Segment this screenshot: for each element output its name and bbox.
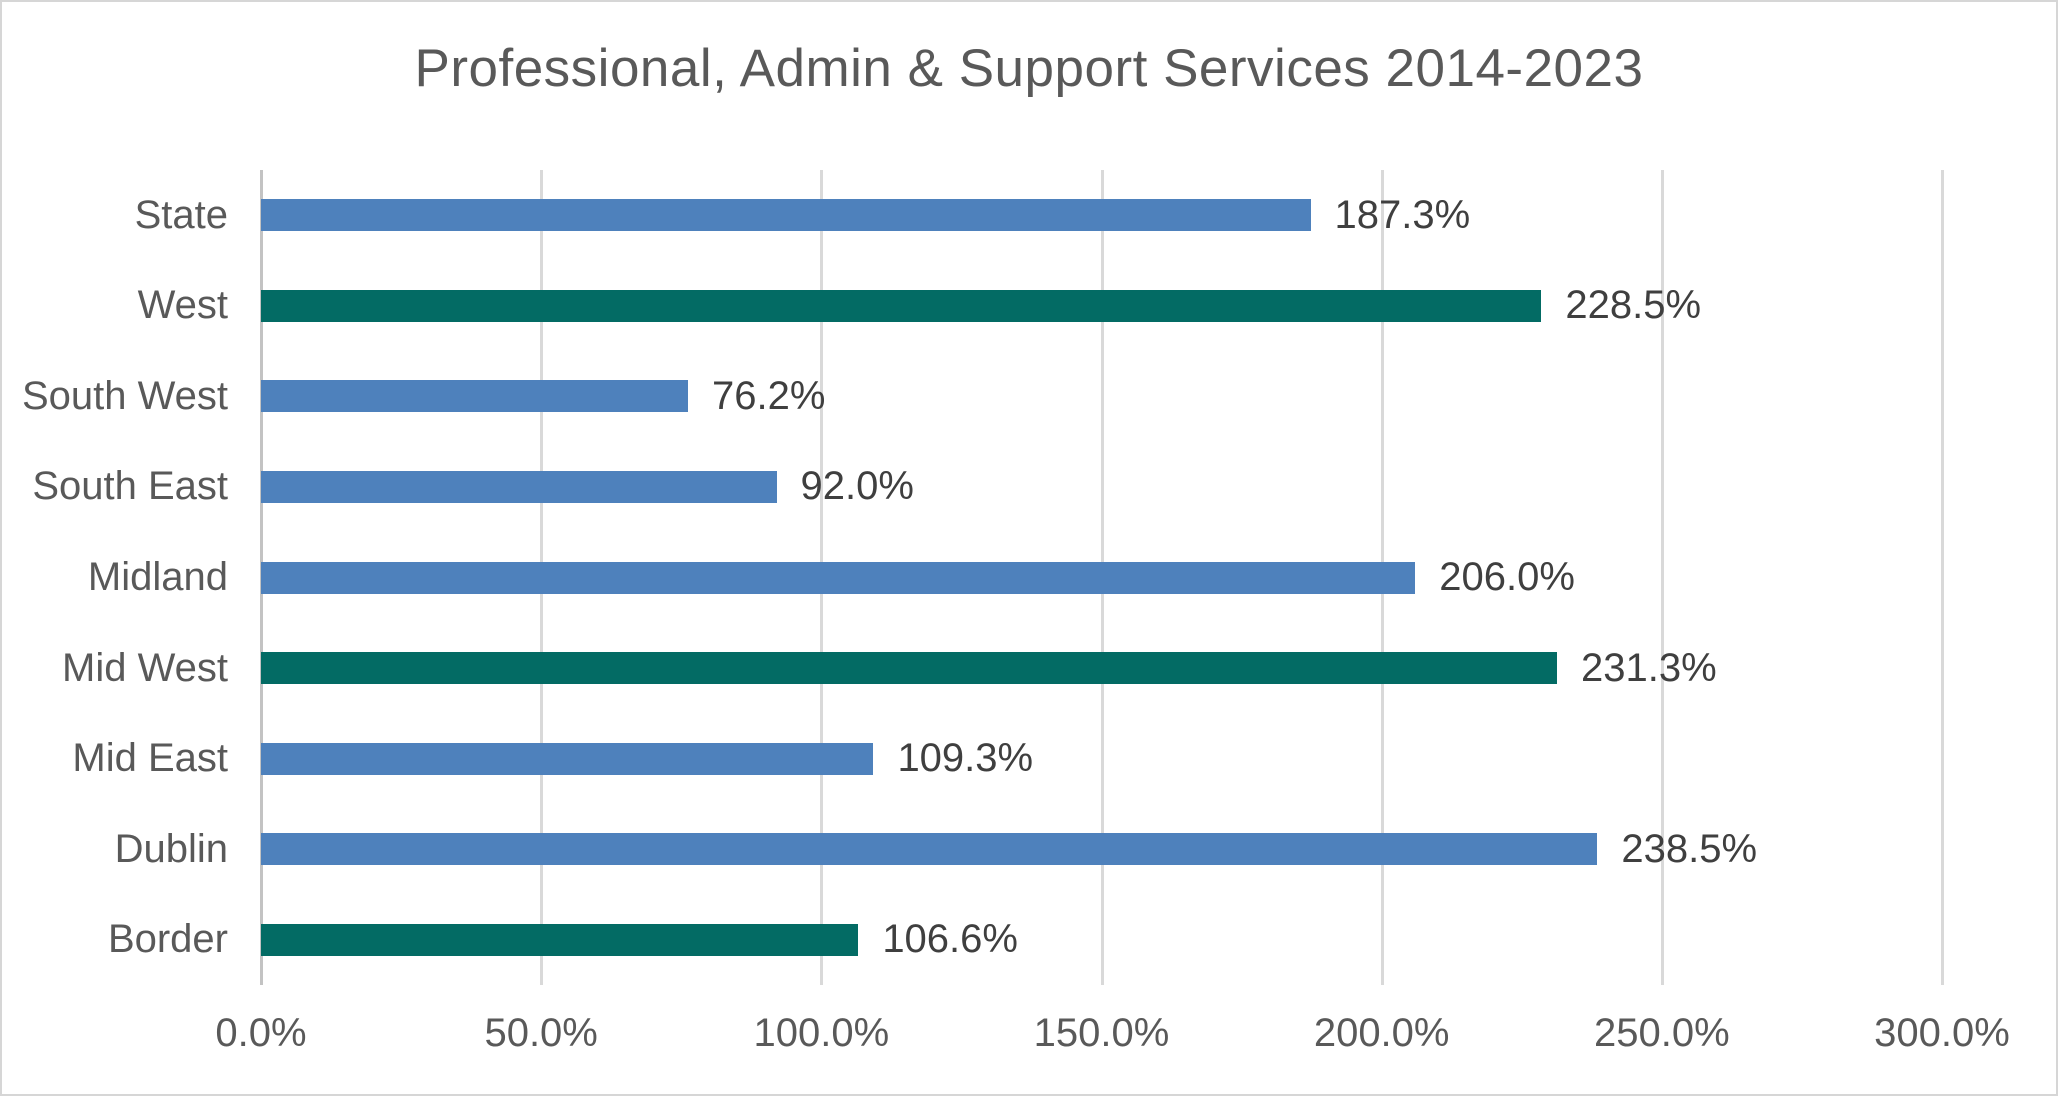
bar-row: 92.0% — [261, 442, 1942, 533]
bar-row: 206.0% — [261, 532, 1942, 623]
data-label: 228.5% — [1565, 283, 1702, 328]
bar — [261, 923, 859, 956]
category-label: South West — [21, 373, 228, 418]
category-label: South East — [32, 464, 228, 509]
plot-area-wrapper: State West South West South East Midland Mid … — [2, 170, 2056, 985]
category-label: State — [134, 192, 228, 237]
category-label: Mid East — [72, 736, 228, 781]
data-label: 92.0% — [800, 464, 914, 509]
bar — [261, 199, 1311, 232]
x-tick-label: 300.0% — [1874, 1011, 2010, 1055]
bar — [261, 380, 688, 413]
bar-row: 228.5% — [261, 261, 1942, 352]
category-label: West — [137, 283, 228, 328]
bar-row: 231.3% — [261, 623, 1942, 714]
data-label: 106.6% — [882, 917, 1018, 962]
x-tick-label: 150.0% — [1033, 1011, 1170, 1055]
bar-row: 109.3% — [261, 713, 1942, 804]
category-label: Border — [107, 917, 228, 962]
bar — [261, 470, 777, 503]
data-label: 231.3% — [1581, 645, 1717, 690]
data-label: 109.3% — [897, 736, 1034, 781]
value-axis: 0.0% 50.0% 100.0% 150.0% 200.0% 250.0% 300.0% — [215, 985, 2009, 1063]
category-label: Dublin — [114, 826, 228, 871]
gridline — [1941, 170, 1944, 985]
x-tick-label: 200.0% — [1313, 1011, 1450, 1055]
plot-area: 187.3% 228.5% 76.2% 92.0% 206.0% 231.3% 109.3%… — [260, 170, 1944, 985]
x-tick-label: 0.0% — [215, 1011, 307, 1055]
data-label: 238.5% — [1621, 826, 1758, 871]
gridline — [1660, 170, 1664, 985]
category-label: Mid West — [62, 645, 228, 690]
category-label: Midland — [87, 555, 228, 600]
data-label: 206.0% — [1439, 555, 1575, 600]
data-label: 76.2% — [711, 373, 826, 418]
x-tick-label: 250.0% — [1593, 1011, 1730, 1055]
bar — [261, 833, 1598, 866]
bar-row: 238.5% — [261, 804, 1942, 895]
bar — [261, 289, 1542, 322]
bar-row: 187.3% — [261, 170, 1942, 261]
chart-title: Professional, Admin & Support Services 2… — [414, 39, 1644, 98]
bar-row: 76.2% — [261, 351, 1942, 442]
bar — [261, 561, 1416, 594]
bar — [261, 652, 1558, 685]
data-label: 187.3% — [1334, 192, 1471, 237]
bar-row: 106.6% — [261, 895, 1942, 986]
bar-rows: 187.3% 228.5% 76.2% 92.0% 206.0% 231.3% 109.3%… — [261, 170, 1942, 985]
x-tick-label: 50.0% — [484, 1011, 598, 1055]
bar — [261, 742, 874, 775]
category-axis: State West South West South East Midland Mid … — [2, 170, 261, 985]
x-tick-label: 100.0% — [753, 1011, 890, 1055]
